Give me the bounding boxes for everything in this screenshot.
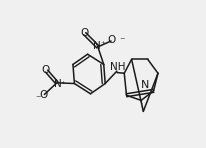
Text: N: N	[93, 41, 101, 51]
Text: N: N	[54, 79, 61, 89]
Text: O: O	[40, 90, 48, 100]
Text: O: O	[81, 28, 89, 38]
Text: NH: NH	[110, 62, 126, 72]
Text: ⁺: ⁺	[101, 40, 105, 49]
Text: O: O	[42, 65, 50, 75]
Text: O: O	[108, 35, 116, 45]
Text: ⁻: ⁻	[119, 37, 125, 47]
Text: ⁻: ⁻	[36, 94, 41, 104]
Text: ⁺: ⁺	[61, 81, 65, 90]
Text: N: N	[141, 80, 149, 90]
